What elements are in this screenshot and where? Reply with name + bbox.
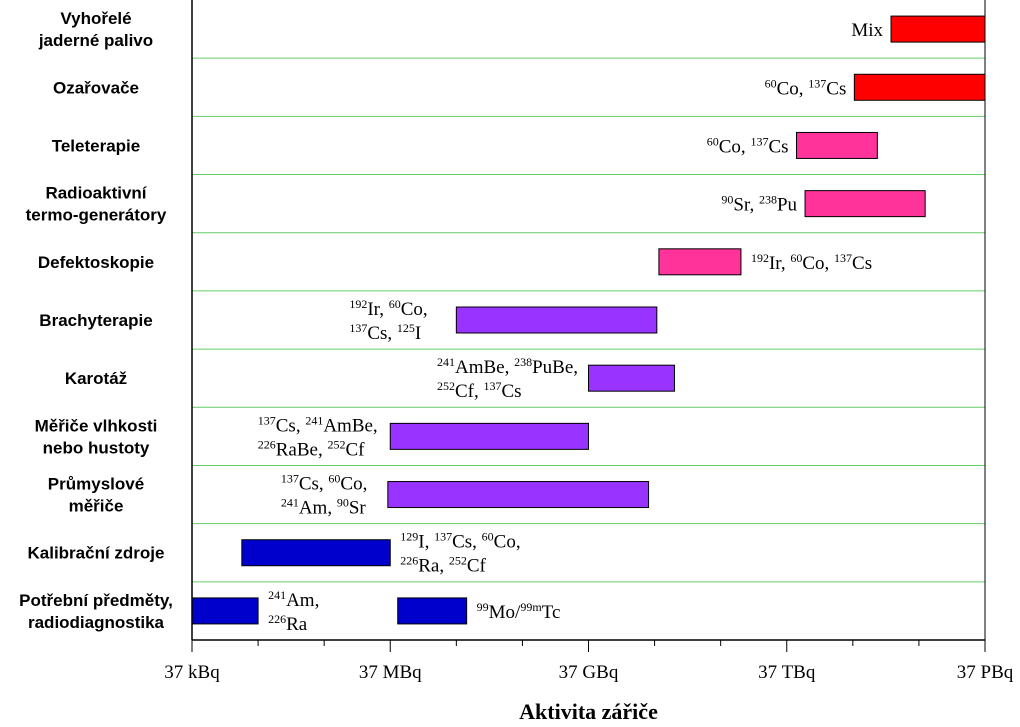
category-label: Defektoskopie <box>38 253 154 272</box>
x-axis-title: Aktivita zářiče <box>519 699 658 724</box>
isotope-label: 192Ir, 60Co, 137Cs <box>751 251 872 274</box>
x-tick-label: 37 kBq <box>164 662 220 683</box>
x-tick-label: 37 TBq <box>758 662 816 683</box>
category-label: Vyhořelé <box>60 9 131 28</box>
isotope-label: 129I, 137Cs, 60Co, <box>400 530 520 553</box>
activity-bar <box>387 481 650 509</box>
isotope-label: 137Cs, 241AmBe, <box>258 413 378 436</box>
isotope-label: 60Co, 137Cs <box>707 134 789 157</box>
activity-bar <box>853 73 986 101</box>
isotope-label: 192Ir, 60Co, <box>349 297 427 320</box>
isotope-label: 241Am, <box>268 588 319 611</box>
category-label: termo-generátory <box>26 206 167 225</box>
category-label: nebo hustoty <box>43 438 150 457</box>
category-label: Kalibrační zdroje <box>28 544 165 563</box>
category-label: Brachyterapie <box>39 311 152 330</box>
isotope-label: 241AmBe, 238PuBe, <box>437 355 578 378</box>
isotope-label: 137Cs, 60Co, <box>281 472 368 495</box>
category-label: Ozařovače <box>53 78 139 97</box>
category-label: Průmyslové <box>48 475 144 494</box>
category-label: Potřební předměty, <box>19 591 173 610</box>
isotope-label: 241Am, 90Sr <box>281 496 367 519</box>
x-tick-label: 37 GBq <box>559 662 619 683</box>
category-label: měřiče <box>69 497 124 516</box>
activity-bar <box>191 597 259 625</box>
category-label: jaderné palivo <box>38 31 153 50</box>
category-label: Měřiče vlhkosti <box>35 416 158 435</box>
category-label: Teleterapie <box>52 136 141 155</box>
isotope-label: Mix <box>851 20 883 41</box>
label-layer: 37 kBq 37 MBq 37 GBq 37 TBq 37 PBq Vyhořelé ja… <box>19 9 1014 683</box>
x-tick-label: 37 MBq <box>359 662 422 683</box>
isotope-label: 226RaBe, 252Cf <box>258 437 365 460</box>
activity-bar <box>796 131 878 159</box>
isotope-label: 226Ra, 252Cf <box>400 554 486 577</box>
isotope-label: 137Cs, 125I <box>349 321 421 344</box>
x-tick-label: 37 PBq <box>957 662 1014 683</box>
activity-bar <box>241 539 391 567</box>
activity-bar <box>389 422 589 450</box>
isotope-label: 252Cf, 137Cs <box>437 379 522 402</box>
activity-bar <box>658 248 742 276</box>
isotope-label: 226Ra <box>268 612 308 635</box>
category-label: Karotáž <box>65 369 127 388</box>
activity-bar <box>890 15 986 43</box>
category-label: radiodiagnostika <box>28 613 165 632</box>
grid-layer <box>192 0 986 640</box>
isotope-label: 60Co, 137Cs <box>765 76 847 99</box>
bar-layer <box>191 15 986 625</box>
activity-bar <box>804 190 926 218</box>
axis-layer <box>191 0 986 652</box>
activity-bar <box>455 306 658 334</box>
category-label: Radioaktivní <box>45 184 147 203</box>
activity-bar <box>588 364 675 392</box>
activity-bar <box>397 597 468 625</box>
isotope-label: 99Mo/99mTc <box>477 600 561 623</box>
isotope-label: 90Sr, 238Pu <box>721 193 797 216</box>
